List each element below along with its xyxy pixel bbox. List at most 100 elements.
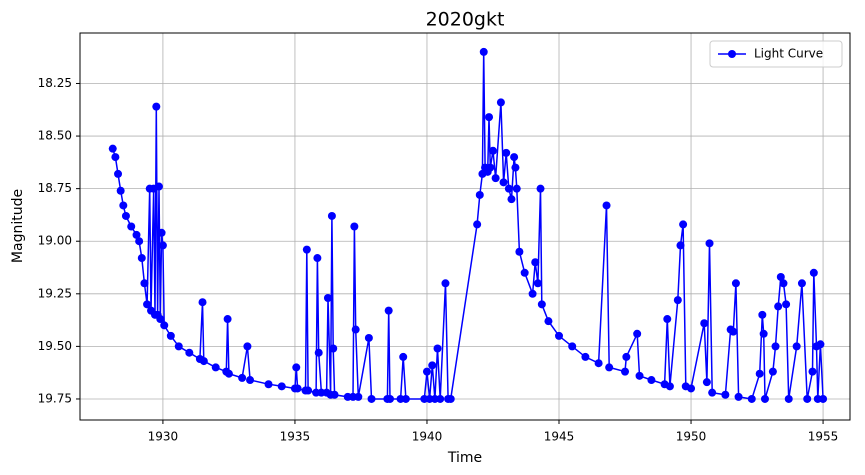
x-tick-label: 1930 <box>148 430 179 444</box>
marker <box>143 300 152 309</box>
marker <box>782 300 791 309</box>
marker <box>224 369 233 378</box>
marker <box>243 342 252 351</box>
y-tick-label: 19.25 <box>38 286 72 300</box>
marker <box>605 363 614 372</box>
marker <box>238 373 247 382</box>
chart-title: 2020gkt <box>426 9 505 31</box>
marker <box>633 329 642 338</box>
legend-marker <box>728 50 736 58</box>
x-axis-label: Time <box>447 450 482 466</box>
marker <box>199 357 208 366</box>
marker <box>154 182 163 191</box>
marker <box>327 211 336 220</box>
marker <box>386 394 395 403</box>
marker <box>135 237 144 246</box>
marker <box>731 279 740 288</box>
marker <box>158 241 167 250</box>
marker <box>747 394 756 403</box>
legend-label: Light Curve <box>754 47 823 61</box>
marker <box>581 352 590 361</box>
marker <box>264 380 273 389</box>
marker <box>475 190 484 199</box>
marker <box>367 394 376 403</box>
marker <box>304 386 313 395</box>
y-tick-label: 18.25 <box>38 76 72 90</box>
marker <box>121 211 130 220</box>
marker <box>520 268 529 277</box>
marker <box>663 315 672 324</box>
marker <box>803 394 812 403</box>
marker <box>511 163 520 172</box>
marker <box>687 384 696 393</box>
marker <box>166 331 175 340</box>
marker <box>246 376 255 385</box>
marker <box>323 294 332 303</box>
y-tick-label: 19.00 <box>38 234 72 248</box>
marker <box>330 390 339 399</box>
marker <box>132 230 141 239</box>
marker <box>436 394 445 403</box>
x-tick-label: 1935 <box>280 430 311 444</box>
marker <box>351 325 360 334</box>
marker <box>676 241 685 250</box>
marker <box>602 201 611 210</box>
marker <box>156 315 165 324</box>
marker <box>768 367 777 376</box>
marker <box>512 184 521 193</box>
marker <box>108 144 117 153</box>
y-axis-label: Magnitude <box>10 189 26 263</box>
marker <box>384 306 393 315</box>
marker <box>485 113 494 122</box>
marker <box>702 378 711 387</box>
marker <box>140 279 149 288</box>
marker <box>647 376 656 385</box>
marker <box>819 394 828 403</box>
marker <box>127 222 136 231</box>
marker <box>114 169 123 178</box>
marker <box>401 394 410 403</box>
marker <box>679 220 688 229</box>
marker <box>774 302 783 311</box>
marker <box>792 342 801 351</box>
marker <box>531 258 540 267</box>
marker <box>211 363 220 372</box>
marker <box>428 361 437 370</box>
marker <box>507 195 516 204</box>
marker <box>160 321 169 330</box>
marker <box>755 369 764 378</box>
x-tick-label: 1955 <box>808 430 839 444</box>
marker <box>779 279 788 288</box>
marker <box>499 178 508 187</box>
marker <box>776 272 785 281</box>
marker <box>705 239 714 248</box>
marker <box>622 352 631 361</box>
marker <box>441 279 450 288</box>
y-tick-label: 19.50 <box>38 339 72 353</box>
marker <box>486 163 495 172</box>
marker <box>302 245 311 254</box>
marker <box>502 148 511 157</box>
marker <box>119 201 128 210</box>
marker <box>537 300 546 309</box>
marker <box>515 247 524 256</box>
y-tick-label: 18.75 <box>38 181 72 195</box>
marker <box>528 289 537 298</box>
marker <box>399 352 408 361</box>
marker <box>734 392 743 401</box>
marker <box>350 222 359 231</box>
marker <box>665 382 674 391</box>
marker <box>479 47 488 56</box>
marker <box>354 392 363 401</box>
x-tick-label: 1940 <box>412 430 443 444</box>
marker <box>771 342 780 351</box>
marker <box>760 394 769 403</box>
marker <box>433 344 442 353</box>
marker <box>277 382 286 391</box>
marker <box>729 327 738 336</box>
marker <box>488 146 497 155</box>
y-tick-label: 19.75 <box>38 391 72 405</box>
marker <box>808 367 817 376</box>
marker <box>313 254 322 263</box>
marker <box>816 340 825 349</box>
